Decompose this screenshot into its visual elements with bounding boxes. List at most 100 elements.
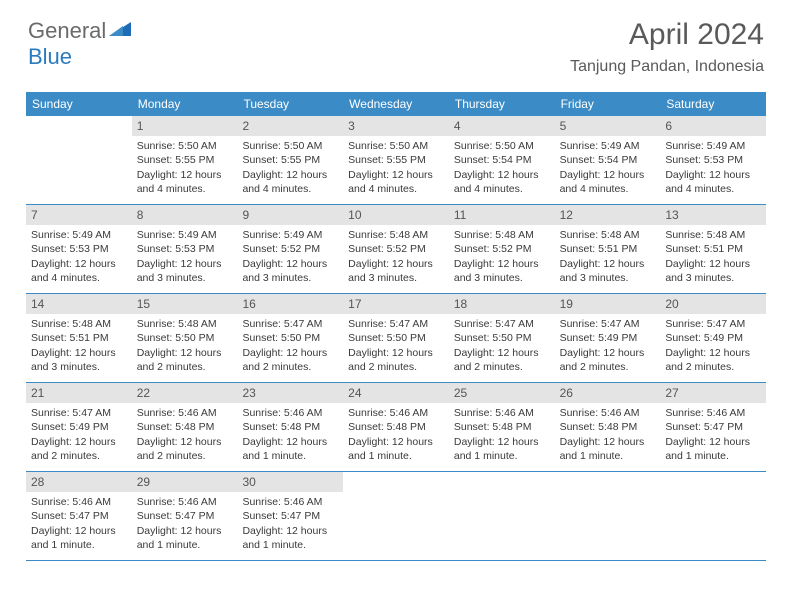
day-cell: .. bbox=[449, 472, 555, 560]
day-number: 17 bbox=[343, 294, 449, 314]
sunrise-line: Sunrise: 5:50 AM bbox=[242, 139, 338, 153]
day-body: Sunrise: 5:48 AMSunset: 5:51 PMDaylight:… bbox=[555, 225, 661, 289]
day-cell: 4Sunrise: 5:50 AMSunset: 5:54 PMDaylight… bbox=[449, 116, 555, 204]
week-row: ..1Sunrise: 5:50 AMSunset: 5:55 PMDaylig… bbox=[26, 116, 766, 205]
sunset-line: Sunset: 5:47 PM bbox=[242, 509, 338, 523]
sunset-line: Sunset: 5:47 PM bbox=[665, 420, 761, 434]
sunrise-line: Sunrise: 5:48 AM bbox=[31, 317, 127, 331]
sunrise-line: Sunrise: 5:50 AM bbox=[348, 139, 444, 153]
daylight-line: Daylight: 12 hours and 2 minutes. bbox=[665, 346, 761, 374]
day-cell: 17Sunrise: 5:47 AMSunset: 5:50 PMDayligh… bbox=[343, 294, 449, 382]
day-body: Sunrise: 5:48 AMSunset: 5:51 PMDaylight:… bbox=[660, 225, 766, 289]
daylight-line: Daylight: 12 hours and 3 minutes. bbox=[242, 257, 338, 285]
day-body: Sunrise: 5:49 AMSunset: 5:52 PMDaylight:… bbox=[237, 225, 343, 289]
sunset-line: Sunset: 5:48 PM bbox=[137, 420, 233, 434]
sunset-line: Sunset: 5:53 PM bbox=[137, 242, 233, 256]
logo-triangle-icon bbox=[109, 18, 131, 44]
day-number: 11 bbox=[449, 205, 555, 225]
day-number: 20 bbox=[660, 294, 766, 314]
day-body: Sunrise: 5:46 AMSunset: 5:47 PMDaylight:… bbox=[660, 403, 766, 467]
day-number: 19 bbox=[555, 294, 661, 314]
daylight-line: Daylight: 12 hours and 1 minute. bbox=[242, 524, 338, 552]
sunrise-line: Sunrise: 5:47 AM bbox=[665, 317, 761, 331]
daylight-line: Daylight: 12 hours and 4 minutes. bbox=[348, 168, 444, 196]
sunrise-line: Sunrise: 5:49 AM bbox=[560, 139, 656, 153]
day-number: 6 bbox=[660, 116, 766, 136]
daylight-line: Daylight: 12 hours and 1 minute. bbox=[560, 435, 656, 463]
day-number: 18 bbox=[449, 294, 555, 314]
day-cell: 10Sunrise: 5:48 AMSunset: 5:52 PMDayligh… bbox=[343, 205, 449, 293]
daylight-line: Daylight: 12 hours and 3 minutes. bbox=[137, 257, 233, 285]
daylight-line: Daylight: 12 hours and 2 minutes. bbox=[242, 346, 338, 374]
day-number: 9 bbox=[237, 205, 343, 225]
day-body: Sunrise: 5:47 AMSunset: 5:49 PMDaylight:… bbox=[555, 314, 661, 378]
weekday-wednesday: Wednesday bbox=[343, 92, 449, 116]
sunrise-line: Sunrise: 5:47 AM bbox=[348, 317, 444, 331]
weekday-tuesday: Tuesday bbox=[237, 92, 343, 116]
day-cell: 25Sunrise: 5:46 AMSunset: 5:48 PMDayligh… bbox=[449, 383, 555, 471]
daylight-line: Daylight: 12 hours and 4 minutes. bbox=[31, 257, 127, 285]
daylight-line: Daylight: 12 hours and 1 minute. bbox=[137, 524, 233, 552]
sunset-line: Sunset: 5:48 PM bbox=[348, 420, 444, 434]
sunrise-line: Sunrise: 5:47 AM bbox=[31, 406, 127, 420]
day-body: Sunrise: 5:46 AMSunset: 5:48 PMDaylight:… bbox=[237, 403, 343, 467]
day-cell: 19Sunrise: 5:47 AMSunset: 5:49 PMDayligh… bbox=[555, 294, 661, 382]
day-cell: 14Sunrise: 5:48 AMSunset: 5:51 PMDayligh… bbox=[26, 294, 132, 382]
day-number: 1 bbox=[132, 116, 238, 136]
day-cell: 13Sunrise: 5:48 AMSunset: 5:51 PMDayligh… bbox=[660, 205, 766, 293]
day-body: Sunrise: 5:49 AMSunset: 5:53 PMDaylight:… bbox=[26, 225, 132, 289]
sunset-line: Sunset: 5:51 PM bbox=[31, 331, 127, 345]
day-body: Sunrise: 5:47 AMSunset: 5:50 PMDaylight:… bbox=[237, 314, 343, 378]
day-cell: 30Sunrise: 5:46 AMSunset: 5:47 PMDayligh… bbox=[237, 472, 343, 560]
sunset-line: Sunset: 5:48 PM bbox=[242, 420, 338, 434]
week-row: 7Sunrise: 5:49 AMSunset: 5:53 PMDaylight… bbox=[26, 205, 766, 294]
day-number: 10 bbox=[343, 205, 449, 225]
day-body: Sunrise: 5:49 AMSunset: 5:53 PMDaylight:… bbox=[660, 136, 766, 200]
sunrise-line: Sunrise: 5:48 AM bbox=[665, 228, 761, 242]
day-body: Sunrise: 5:46 AMSunset: 5:48 PMDaylight:… bbox=[343, 403, 449, 467]
daylight-line: Daylight: 12 hours and 1 minute. bbox=[665, 435, 761, 463]
day-number: 4 bbox=[449, 116, 555, 136]
day-body: Sunrise: 5:50 AMSunset: 5:55 PMDaylight:… bbox=[132, 136, 238, 200]
sunset-line: Sunset: 5:50 PM bbox=[137, 331, 233, 345]
day-body: Sunrise: 5:46 AMSunset: 5:47 PMDaylight:… bbox=[237, 492, 343, 556]
day-body: Sunrise: 5:47 AMSunset: 5:50 PMDaylight:… bbox=[449, 314, 555, 378]
daylight-line: Daylight: 12 hours and 3 minutes. bbox=[560, 257, 656, 285]
day-number: 22 bbox=[132, 383, 238, 403]
day-cell: 5Sunrise: 5:49 AMSunset: 5:54 PMDaylight… bbox=[555, 116, 661, 204]
calendar: SundayMondayTuesdayWednesdayThursdayFrid… bbox=[26, 92, 766, 561]
sunrise-line: Sunrise: 5:50 AM bbox=[137, 139, 233, 153]
day-cell: 27Sunrise: 5:46 AMSunset: 5:47 PMDayligh… bbox=[660, 383, 766, 471]
day-number: 15 bbox=[132, 294, 238, 314]
sunrise-line: Sunrise: 5:49 AM bbox=[137, 228, 233, 242]
sunset-line: Sunset: 5:48 PM bbox=[454, 420, 550, 434]
day-cell: 26Sunrise: 5:46 AMSunset: 5:48 PMDayligh… bbox=[555, 383, 661, 471]
day-cell: 11Sunrise: 5:48 AMSunset: 5:52 PMDayligh… bbox=[449, 205, 555, 293]
day-cell: 16Sunrise: 5:47 AMSunset: 5:50 PMDayligh… bbox=[237, 294, 343, 382]
logo-text-blue: Blue bbox=[28, 44, 72, 70]
day-body: Sunrise: 5:47 AMSunset: 5:49 PMDaylight:… bbox=[660, 314, 766, 378]
sunset-line: Sunset: 5:52 PM bbox=[454, 242, 550, 256]
sunset-line: Sunset: 5:51 PM bbox=[560, 242, 656, 256]
day-body: Sunrise: 5:46 AMSunset: 5:47 PMDaylight:… bbox=[132, 492, 238, 556]
daylight-line: Daylight: 12 hours and 2 minutes. bbox=[560, 346, 656, 374]
day-cell: 23Sunrise: 5:46 AMSunset: 5:48 PMDayligh… bbox=[237, 383, 343, 471]
day-body: Sunrise: 5:48 AMSunset: 5:51 PMDaylight:… bbox=[26, 314, 132, 378]
sunset-line: Sunset: 5:48 PM bbox=[560, 420, 656, 434]
day-cell: 7Sunrise: 5:49 AMSunset: 5:53 PMDaylight… bbox=[26, 205, 132, 293]
day-cell: .. bbox=[26, 116, 132, 204]
day-number: 5 bbox=[555, 116, 661, 136]
sunrise-line: Sunrise: 5:46 AM bbox=[242, 406, 338, 420]
sunrise-line: Sunrise: 5:48 AM bbox=[348, 228, 444, 242]
day-cell: 18Sunrise: 5:47 AMSunset: 5:50 PMDayligh… bbox=[449, 294, 555, 382]
day-number: 12 bbox=[555, 205, 661, 225]
sunset-line: Sunset: 5:49 PM bbox=[560, 331, 656, 345]
logo-text-general: General bbox=[28, 18, 106, 44]
weekday-monday: Monday bbox=[132, 92, 238, 116]
day-cell: 29Sunrise: 5:46 AMSunset: 5:47 PMDayligh… bbox=[132, 472, 238, 560]
sunset-line: Sunset: 5:54 PM bbox=[560, 153, 656, 167]
daylight-line: Daylight: 12 hours and 2 minutes. bbox=[348, 346, 444, 374]
weekday-friday: Friday bbox=[555, 92, 661, 116]
sunset-line: Sunset: 5:55 PM bbox=[242, 153, 338, 167]
sunrise-line: Sunrise: 5:46 AM bbox=[665, 406, 761, 420]
